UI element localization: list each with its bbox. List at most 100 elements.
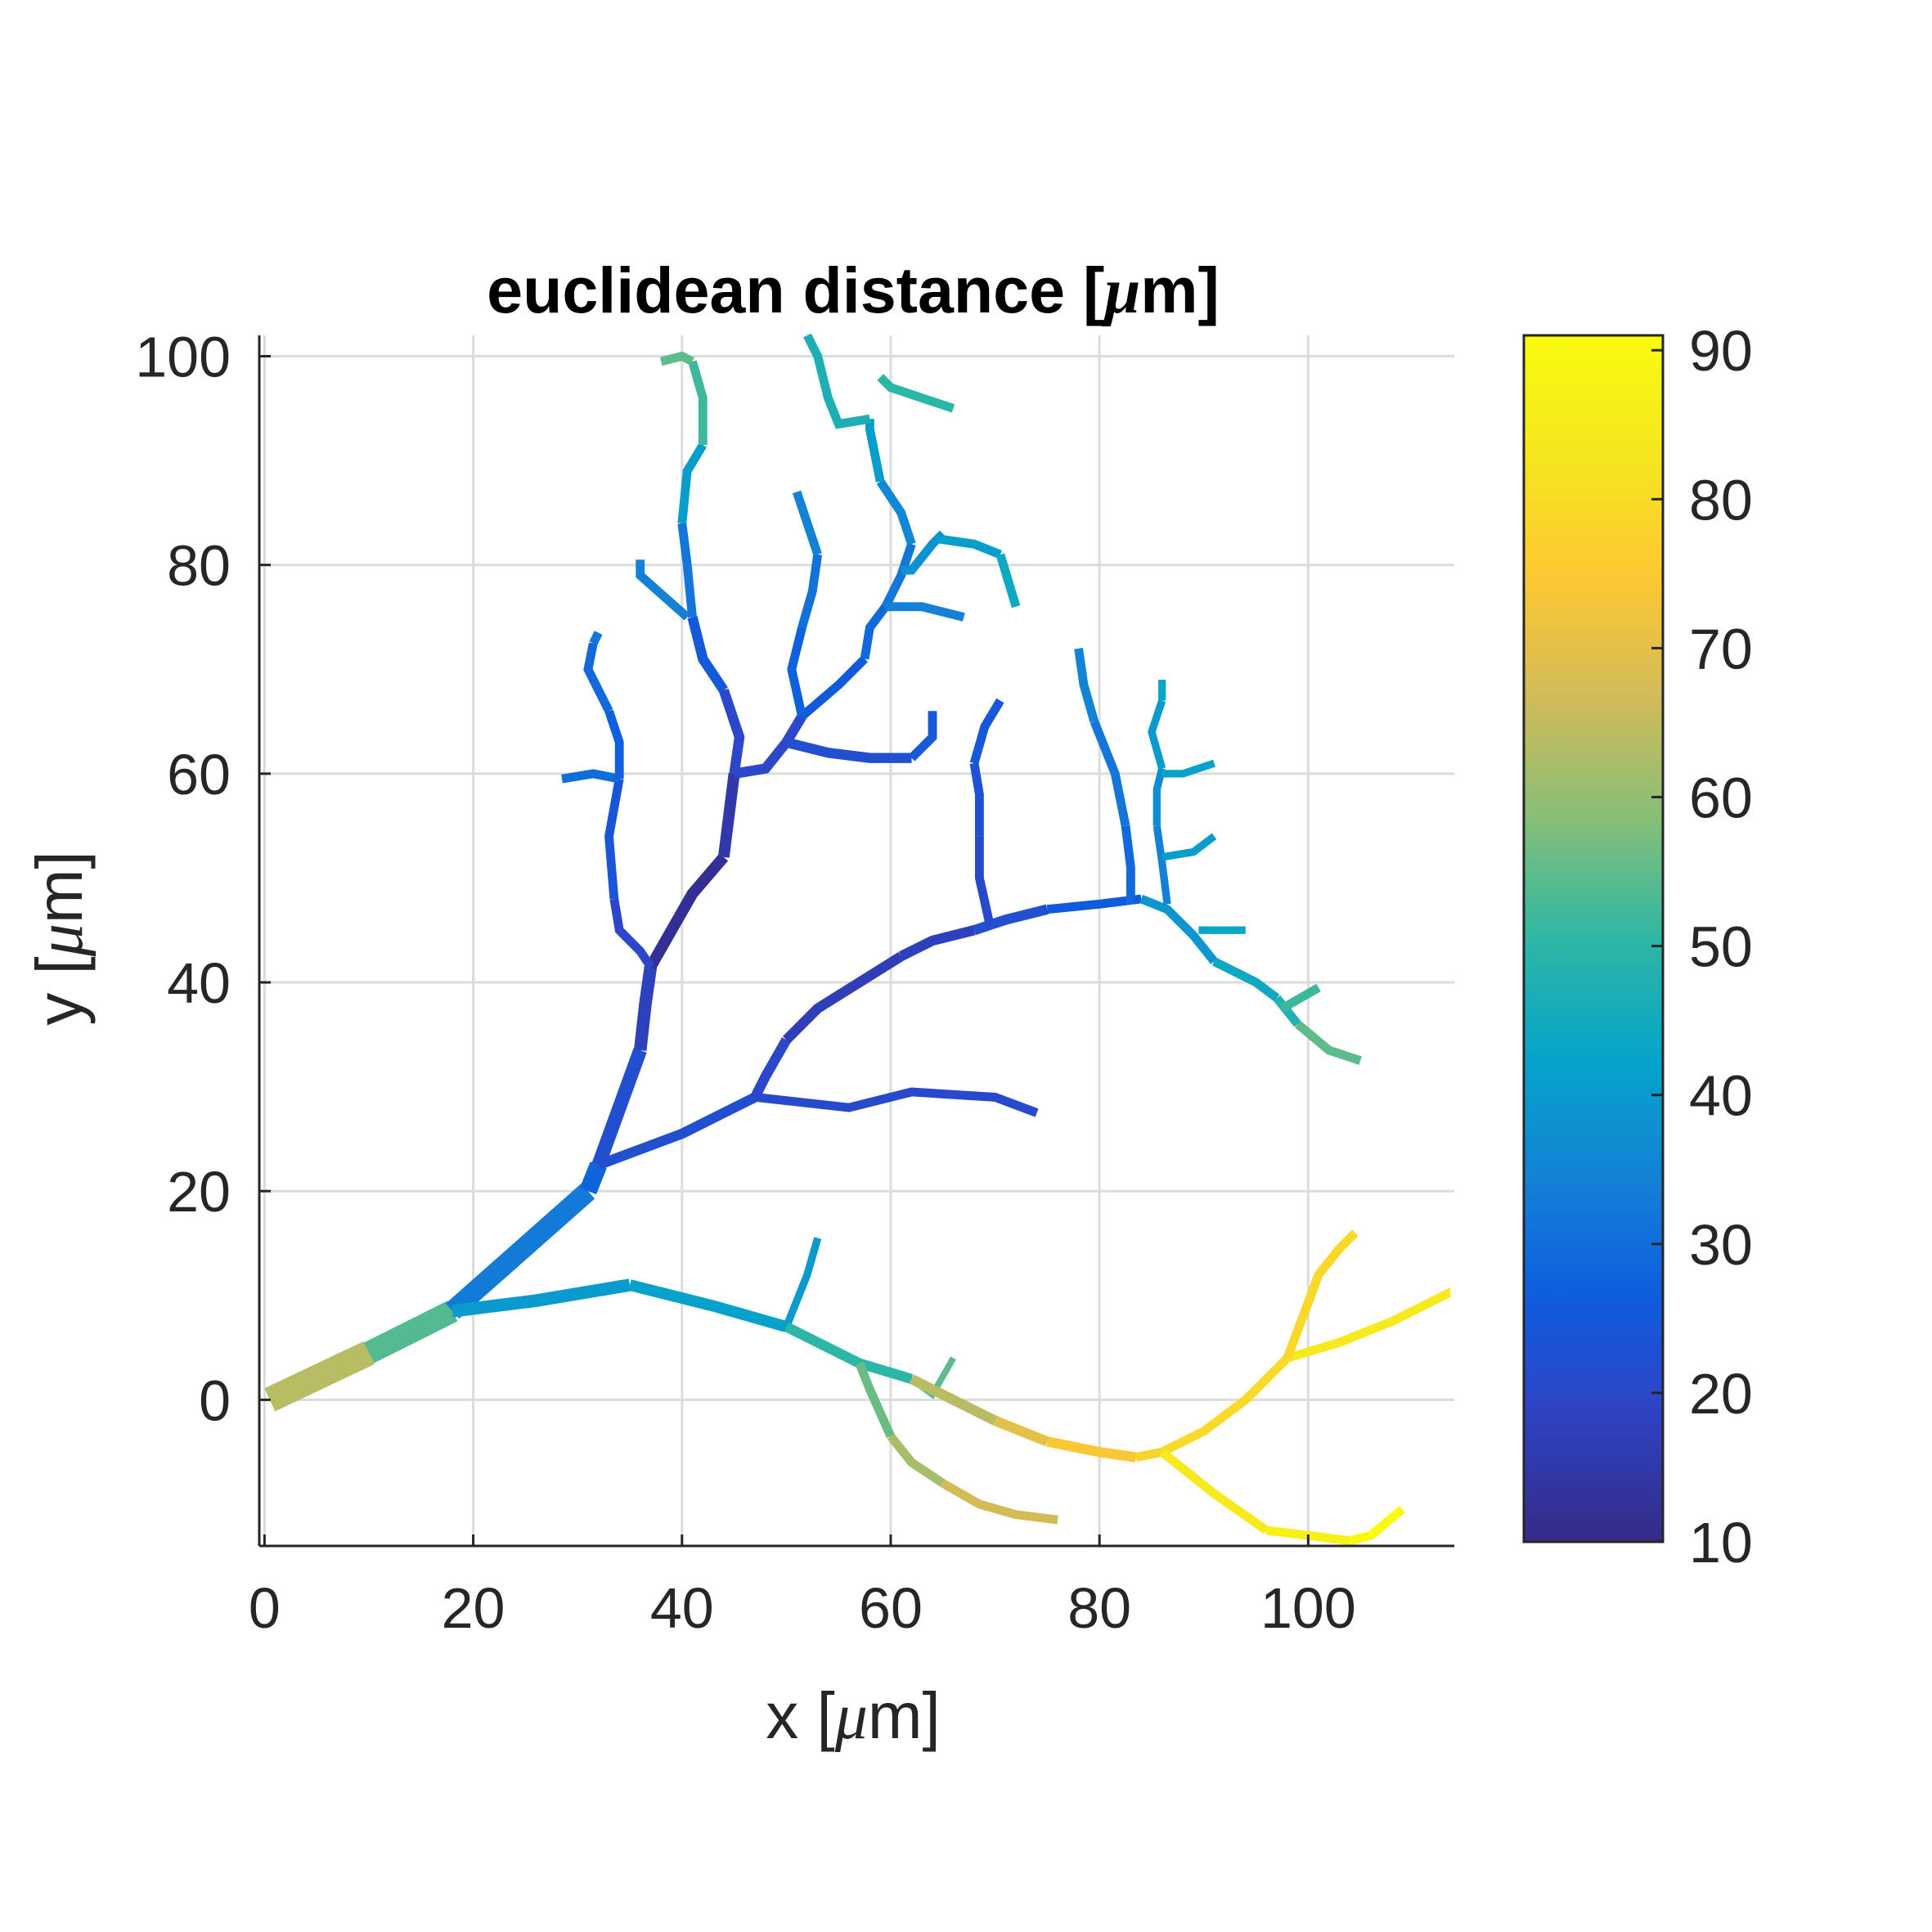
- segment-5: [633, 965, 658, 1051]
- segment-21: [733, 713, 806, 780]
- segment-34: [885, 602, 965, 622]
- segment-18: [604, 709, 624, 780]
- colorbar-tick-label-0: 10: [1689, 1511, 1753, 1575]
- segment-51: [1139, 894, 1218, 964]
- segment-74: [1134, 1447, 1163, 1462]
- x-tick-label-5: 100: [1260, 1576, 1356, 1640]
- segment-48: [1121, 825, 1135, 905]
- colorbar-tick-label-6: 70: [1689, 617, 1753, 681]
- segment-22: [784, 737, 912, 763]
- segment-13: [659, 351, 694, 366]
- segment-55: [1279, 983, 1321, 1013]
- y-tick-label-1: 20: [167, 1160, 231, 1224]
- segment-17: [561, 769, 621, 784]
- x-tick-label-3: 60: [859, 1576, 923, 1640]
- segment-75: [1160, 1355, 1291, 1457]
- segment-32: [798, 554, 823, 629]
- y-axis-label: y [μm]: [23, 851, 97, 1025]
- x-tick-label-1: 20: [442, 1576, 505, 1640]
- segment-78: [1159, 1448, 1269, 1534]
- dendrite-segments: [264, 333, 1450, 1545]
- segment-37: [995, 553, 1021, 609]
- segment-65: [783, 1237, 822, 1328]
- segment-50: [1074, 648, 1099, 723]
- segment-2: [445, 1183, 595, 1319]
- segment-3: [579, 1161, 607, 1195]
- segment-25: [860, 604, 889, 660]
- segment-61: [1161, 833, 1217, 861]
- colorbar-tick-label-4: 50: [1689, 915, 1753, 979]
- y-tick-label-0: 0: [199, 1368, 231, 1432]
- segment-53: [1273, 995, 1301, 1027]
- axes: 0 20 40 60 80 100 0 20 40 60 80 100: [135, 326, 1454, 1640]
- segment-4: [591, 1048, 647, 1168]
- segment-68: [887, 1433, 946, 1487]
- segment-49: [1090, 720, 1130, 827]
- x-tick-label-4: 80: [1067, 1576, 1131, 1640]
- segment-58: [1148, 699, 1166, 770]
- segment-67: [855, 1361, 895, 1439]
- segment-31: [787, 626, 806, 717]
- segment-76: [1286, 1287, 1450, 1363]
- segment-54: [1295, 1020, 1362, 1065]
- colorbar-tick-label-3: 40: [1689, 1064, 1753, 1128]
- segment-63: [452, 1278, 631, 1318]
- segment-45: [974, 836, 995, 927]
- segment-57: [1152, 767, 1166, 826]
- segment-16: [604, 778, 624, 900]
- segment-1: [363, 1301, 458, 1364]
- chart-title: euclidean distance [μm]: [487, 254, 1220, 327]
- colorbar: [1522, 334, 1665, 1543]
- segment-41: [783, 951, 904, 1044]
- colorbar-tick-label-8: 90: [1689, 319, 1753, 383]
- y-tick-label-4: 80: [167, 534, 231, 598]
- segment-43: [973, 904, 1049, 936]
- segment-33: [792, 490, 822, 556]
- segment-26: [881, 542, 916, 609]
- segment-15: [609, 898, 655, 969]
- x-tick-label-2: 40: [650, 1576, 714, 1640]
- segment-11: [677, 443, 707, 524]
- x-axis-label: x [μm]: [766, 1679, 940, 1753]
- segment-12: [688, 360, 708, 445]
- segment-64: [628, 1279, 789, 1332]
- segment-40: [750, 1037, 791, 1100]
- segment-8: [718, 688, 745, 775]
- segment-19: [583, 642, 613, 713]
- segment-56: [1152, 825, 1171, 905]
- segment-10: [677, 523, 697, 618]
- segment-0: [264, 1341, 375, 1412]
- segment-73: [1046, 1436, 1137, 1462]
- segment-14: [636, 559, 690, 621]
- segment-6: [645, 853, 729, 970]
- segment-66: [784, 1322, 914, 1384]
- y-tick-label-2: 40: [167, 951, 231, 1015]
- segment-36: [937, 534, 1002, 559]
- segment-62: [1161, 759, 1215, 778]
- colorbar-tick-label-5: 60: [1689, 766, 1753, 830]
- segment-27: [876, 479, 916, 546]
- segment-46: [969, 762, 984, 837]
- segment-28: [865, 419, 885, 483]
- segment-20: [589, 631, 603, 645]
- segment-69: [941, 1479, 1058, 1525]
- colorbar-ticks: 10 20 30 40 50 60 70 80 90: [1651, 319, 1753, 1575]
- y-tick-label-5: 100: [135, 326, 231, 389]
- colorbar-tick-label-2: 30: [1689, 1213, 1753, 1277]
- segment-39: [754, 1087, 1039, 1117]
- segment-30: [877, 374, 955, 413]
- segment-24: [798, 655, 868, 720]
- segment-52: [1212, 957, 1280, 1002]
- segment-71: [909, 1374, 998, 1426]
- segment-9: [687, 615, 728, 694]
- segment-23: [908, 711, 937, 762]
- segment-38: [596, 1092, 757, 1170]
- segment-42: [898, 925, 976, 961]
- colorbar-tick-label-1: 20: [1689, 1362, 1753, 1426]
- y-tick-label-3: 60: [167, 743, 231, 806]
- segment-77: [1283, 1229, 1359, 1360]
- segment-80: [1349, 1506, 1405, 1545]
- colorbar-tick-label-7: 80: [1689, 468, 1753, 532]
- segment-72: [993, 1416, 1049, 1447]
